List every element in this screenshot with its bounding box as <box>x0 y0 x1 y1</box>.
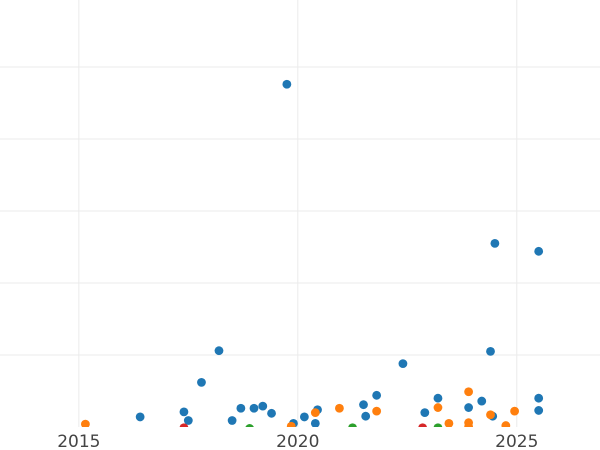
data-point-series-0-18 <box>398 359 408 369</box>
data-point-series-0-15 <box>359 400 368 410</box>
data-point-series-0-9 <box>267 408 276 418</box>
data-point-series-2-0 <box>245 424 254 427</box>
data-point-series-0-16 <box>361 411 371 421</box>
data-point-series-0-6 <box>236 403 246 413</box>
x-tick-label-2020: 2020 <box>276 432 319 450</box>
data-point-series-1-5 <box>433 403 443 412</box>
data-point-series-0-10 <box>282 79 292 89</box>
data-point-series-0-0 <box>135 412 145 422</box>
data-point-series-0-27 <box>534 393 544 403</box>
data-point-series-0-20 <box>433 393 443 403</box>
data-point-series-1-10 <box>486 410 495 420</box>
data-point-series-0-8 <box>258 401 268 411</box>
data-point-series-0-4 <box>214 346 224 356</box>
data-point-series-1-0 <box>81 419 90 427</box>
data-point-series-0-19 <box>420 408 430 417</box>
data-point-series-0-21 <box>464 403 474 412</box>
data-point-series-0-26 <box>534 246 544 256</box>
x-axis-ticks: 2015 2020 2025 <box>57 432 538 450</box>
data-point-series-1-1 <box>286 421 296 427</box>
data-point-series-1-12 <box>510 406 519 416</box>
data-point-series-1-3 <box>335 403 344 413</box>
data-point-series-0-3 <box>197 377 206 387</box>
data-point-series-1-4 <box>372 406 382 416</box>
data-point-series-0-17 <box>372 390 382 400</box>
data-point-series-0-22 <box>477 396 487 406</box>
data-point-series-0-23 <box>486 347 495 356</box>
data-point-series-1-2 <box>310 408 320 417</box>
data-point-series-2-2 <box>433 423 443 427</box>
data-point-series-0-12 <box>299 412 309 422</box>
data-point-series-1-11 <box>501 421 511 427</box>
data-point-series-1-9 <box>464 422 474 427</box>
data-point-series-0-28 <box>534 406 544 415</box>
data-point-series-0-1 <box>179 407 189 417</box>
data-point-series-0-13 <box>310 419 320 427</box>
data-point-series-3-0 <box>179 423 189 427</box>
data-point-series-3-1 <box>418 423 427 427</box>
data-point-series-0-7 <box>249 403 259 413</box>
x-tick-label-2015: 2015 <box>57 432 100 450</box>
x-tick-label-2025: 2025 <box>495 432 538 450</box>
data-point-series-1-8 <box>464 387 474 397</box>
data-point-series-2-1 <box>348 423 357 427</box>
data-point-series-0-5 <box>227 416 237 425</box>
data-point-series-0-25 <box>490 239 500 248</box>
data-point-series-0-2 <box>183 416 193 425</box>
grid <box>0 0 600 427</box>
data-point-series-1-6 <box>444 419 454 427</box>
data-points <box>81 79 544 427</box>
